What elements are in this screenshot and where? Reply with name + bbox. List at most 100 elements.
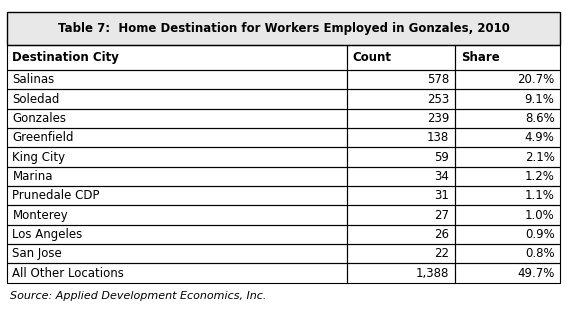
Bar [7, 109, 347, 128]
Bar [7, 167, 347, 186]
Bar [7, 45, 347, 70]
Bar [347, 263, 455, 283]
Bar [7, 186, 347, 205]
Bar [7, 147, 347, 167]
Text: 26: 26 [434, 228, 450, 241]
Text: 0.9%: 0.9% [525, 228, 555, 241]
Bar [7, 12, 560, 45]
Text: 27: 27 [434, 209, 450, 222]
Bar [455, 128, 560, 147]
Bar [7, 109, 347, 128]
Text: 253: 253 [427, 93, 450, 106]
Text: Gonzales: Gonzales [12, 112, 66, 125]
Bar [347, 244, 455, 263]
Bar [7, 128, 347, 147]
Text: San Jose: San Jose [12, 247, 62, 260]
Text: Los Angeles: Los Angeles [12, 228, 83, 241]
Bar [455, 128, 560, 147]
Bar [347, 147, 455, 167]
Bar [7, 225, 347, 244]
Bar [7, 90, 347, 109]
Text: Table 7:  Home Destination for Workers Employed in Gonzales, 2010: Table 7: Home Destination for Workers Em… [58, 22, 509, 35]
Bar [455, 147, 560, 167]
Bar [7, 244, 347, 263]
Bar [455, 70, 560, 90]
Bar [347, 205, 455, 225]
Bar [347, 244, 455, 263]
Bar [7, 205, 347, 225]
Bar [455, 109, 560, 128]
Bar [347, 45, 455, 70]
Text: Salinas: Salinas [12, 73, 55, 86]
Text: Share: Share [461, 51, 500, 64]
Text: Marina: Marina [12, 170, 53, 183]
Text: 9.1%: 9.1% [524, 93, 555, 106]
Text: 0.8%: 0.8% [525, 247, 555, 260]
Bar [7, 147, 347, 167]
Bar [7, 205, 347, 225]
Text: 138: 138 [427, 131, 450, 144]
Bar [7, 45, 347, 70]
Bar [7, 167, 347, 186]
Bar [347, 186, 455, 205]
Bar [347, 147, 455, 167]
Bar [455, 147, 560, 167]
Text: 49.7%: 49.7% [517, 267, 555, 280]
Text: 34: 34 [434, 170, 450, 183]
Bar [455, 45, 560, 70]
Bar [347, 45, 455, 70]
Bar [455, 205, 560, 225]
Bar [7, 263, 347, 283]
Text: 20.7%: 20.7% [517, 73, 555, 86]
Bar [455, 263, 560, 283]
Bar [7, 244, 347, 263]
Bar [455, 109, 560, 128]
Text: Prunedale CDP: Prunedale CDP [12, 189, 100, 202]
Bar [455, 225, 560, 244]
Bar [347, 90, 455, 109]
Text: 1.0%: 1.0% [525, 209, 555, 222]
Text: Soledad: Soledad [12, 93, 60, 106]
Bar [455, 167, 560, 186]
Bar [455, 90, 560, 109]
Text: King City: King City [12, 150, 66, 163]
Bar [347, 186, 455, 205]
Bar [347, 167, 455, 186]
Bar [455, 244, 560, 263]
Bar [7, 90, 347, 109]
Bar [455, 244, 560, 263]
Text: 578: 578 [427, 73, 450, 86]
Bar [455, 186, 560, 205]
Text: 2.1%: 2.1% [524, 150, 555, 163]
Bar [455, 90, 560, 109]
Text: 239: 239 [427, 112, 450, 125]
Text: 59: 59 [434, 150, 450, 163]
Bar [7, 12, 560, 45]
Bar [347, 109, 455, 128]
Text: 31: 31 [434, 189, 450, 202]
Text: Greenfield: Greenfield [12, 131, 74, 144]
Text: 1,388: 1,388 [416, 267, 450, 280]
Bar [455, 167, 560, 186]
Bar [347, 225, 455, 244]
Bar [347, 70, 455, 90]
Text: 8.6%: 8.6% [525, 112, 555, 125]
Bar [455, 263, 560, 283]
Text: Count: Count [353, 51, 392, 64]
Text: 1.1%: 1.1% [524, 189, 555, 202]
Bar [455, 45, 560, 70]
Bar [455, 186, 560, 205]
Text: Source: Applied Development Economics, Inc.: Source: Applied Development Economics, I… [10, 291, 266, 301]
Bar [347, 205, 455, 225]
Bar [455, 225, 560, 244]
Bar [347, 167, 455, 186]
Bar [7, 225, 347, 244]
Bar [347, 70, 455, 90]
Text: Monterey: Monterey [12, 209, 68, 222]
Bar [7, 128, 347, 147]
Bar [347, 263, 455, 283]
Text: Destination City: Destination City [12, 51, 119, 64]
Text: 1.2%: 1.2% [524, 170, 555, 183]
Bar [7, 70, 347, 90]
Bar [455, 70, 560, 90]
